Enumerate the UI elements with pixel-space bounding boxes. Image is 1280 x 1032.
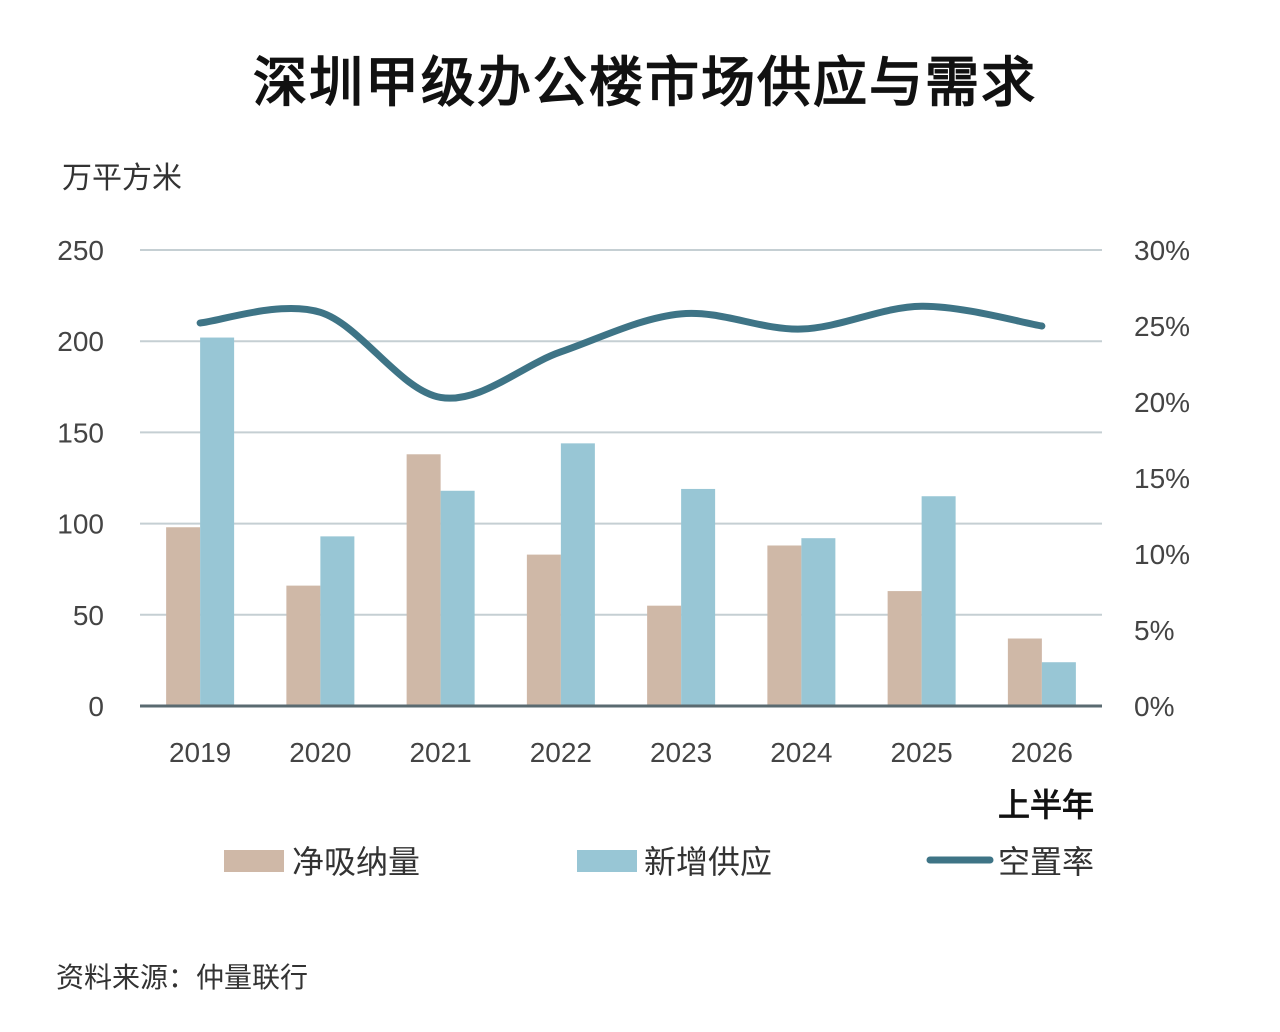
axes: 0 50 100 150 200 250 0% 5% 10% 15% 20% 25% 30% 2019 20… bbox=[57, 235, 1190, 768]
x-tick-label: 2021 bbox=[409, 737, 471, 768]
y-tick-label: 200 bbox=[57, 326, 104, 357]
y2-tick-label: 15% bbox=[1134, 463, 1190, 494]
x-tick-label: 2022 bbox=[530, 737, 592, 768]
bar-net-absorption bbox=[887, 591, 922, 706]
bar-net-absorption bbox=[767, 545, 802, 706]
y2-tick-label: 5% bbox=[1134, 615, 1174, 646]
bar-net-absorption bbox=[1007, 638, 1042, 706]
legend-swatch-new-supply bbox=[577, 850, 637, 872]
bar-new-supply bbox=[921, 496, 956, 706]
bar-new-supply bbox=[801, 538, 836, 706]
x-tick-label: 2026 bbox=[1011, 737, 1073, 768]
bar-new-supply bbox=[1041, 662, 1076, 706]
bar-net-absorption bbox=[286, 585, 321, 706]
legend-label-net-absorption: 净吸纳量 bbox=[292, 843, 420, 881]
legend-label-new-supply: 新增供应 bbox=[644, 843, 772, 881]
bar-group bbox=[166, 337, 1076, 706]
vacancy-line bbox=[196, 302, 1046, 402]
legend-swatch-net-absorption bbox=[224, 850, 284, 872]
y-tick-label: 100 bbox=[57, 509, 104, 540]
category-note: 上半年 bbox=[998, 786, 1094, 824]
bar-new-supply bbox=[200, 337, 235, 706]
bar-new-supply bbox=[681, 488, 716, 706]
x-tick-label: 2020 bbox=[289, 737, 351, 768]
bar-new-supply bbox=[560, 443, 595, 706]
y-axis-label: 万平方米 bbox=[62, 161, 182, 196]
x-tick-label: 2024 bbox=[770, 737, 832, 768]
bar-net-absorption bbox=[166, 527, 201, 706]
grid-lines bbox=[140, 249, 1102, 616]
bar-net-absorption bbox=[526, 554, 561, 706]
vacancy-line-group bbox=[196, 302, 1046, 402]
legend: 净吸纳量 新增供应 空置率 bbox=[224, 843, 1094, 881]
y-tick-label: 250 bbox=[57, 235, 104, 266]
x-tick-label: 2023 bbox=[650, 737, 712, 768]
x-tick-label: 2019 bbox=[169, 737, 231, 768]
x-tick-label: 2025 bbox=[890, 737, 952, 768]
y2-tick-label: 10% bbox=[1134, 539, 1190, 570]
bar-net-absorption bbox=[647, 605, 682, 706]
y2-tick-label: 0% bbox=[1134, 691, 1174, 722]
source-note: 资料来源：仲量联行 bbox=[56, 961, 309, 994]
y2-tick-label: 25% bbox=[1134, 311, 1190, 342]
y-tick-label: 50 bbox=[73, 600, 104, 631]
chart-title: 深圳甲级办公楼市场供应与需求 bbox=[253, 51, 1037, 114]
bar-new-supply bbox=[440, 490, 475, 706]
bar-net-absorption bbox=[406, 454, 441, 706]
legend-label-vacancy: 空置率 bbox=[998, 843, 1094, 881]
y-tick-label: 150 bbox=[57, 417, 104, 448]
y-tick-label: 0 bbox=[88, 691, 104, 722]
y2-tick-label: 20% bbox=[1134, 387, 1190, 418]
bar-new-supply bbox=[320, 536, 355, 706]
y2-tick-label: 30% bbox=[1134, 235, 1190, 266]
